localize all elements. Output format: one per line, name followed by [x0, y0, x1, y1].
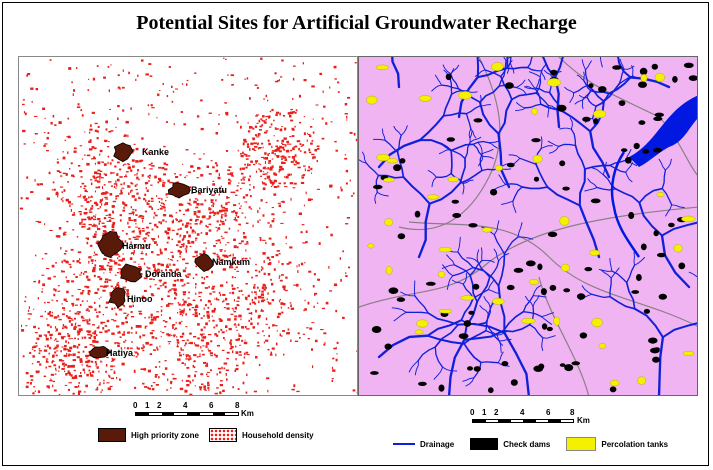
drainage-swatch	[393, 443, 415, 445]
legend-item-drainage: Drainage	[393, 440, 454, 449]
high-priority-zone	[113, 142, 134, 163]
percolation-tanks-swatch	[566, 437, 597, 451]
legend-label-high-priority: High priority zone	[131, 430, 199, 440]
place-label-hinoo: Hinoo	[127, 294, 153, 304]
map-title: Potential Sites for Artificial Groundwat…	[136, 12, 577, 34]
right-map-panel	[358, 56, 698, 396]
high-priority-swatch	[98, 428, 126, 442]
place-label-harmu: Harmu	[122, 241, 151, 251]
high-priority-zone	[120, 263, 143, 283]
scale-tick: 1	[145, 401, 150, 410]
high-priority-zone	[108, 286, 126, 309]
drainage-network	[359, 57, 697, 395]
legend-item-high-priority: High priority zone	[98, 428, 199, 442]
scale-tick: 2	[494, 408, 499, 417]
legend-item-percolation: Percolation tanks	[566, 437, 668, 451]
scale-tick: 8	[235, 401, 240, 410]
drainage-recharge-map	[359, 57, 697, 395]
legend-label-check-dams: Check dams	[503, 439, 551, 449]
scale-tick: 0	[470, 408, 475, 417]
scale-tick: 6	[209, 401, 214, 410]
scale-unit: Km	[241, 409, 254, 418]
scale-bar-left: 0 1 2 4 6 8 Km	[133, 401, 263, 418]
legend-item-household: Household density	[209, 428, 314, 442]
high-priority-zone	[89, 345, 112, 359]
scale-bar	[135, 412, 239, 416]
household-density-map	[19, 57, 357, 395]
left-map-panel: Kanke Bariyatu Harmu Namkum Doranda Hino…	[18, 56, 358, 396]
legend-label-percolation: Percolation tanks	[601, 439, 669, 449]
scale-tick: 0	[133, 401, 138, 410]
place-label-kanke: Kanke	[142, 147, 170, 157]
map-frame	[2, 2, 709, 466]
high-priority-zone	[167, 182, 191, 199]
legend-left: High priority zone Household density	[98, 428, 324, 442]
scale-tick: 8	[570, 408, 575, 417]
scale-tick: 6	[546, 408, 551, 417]
high-priority-zones	[89, 142, 214, 359]
place-label-namkum: Namkum	[212, 257, 251, 267]
scale-bar-right: 0 1 2 4 6 8 Km	[470, 408, 600, 425]
household-density-swatch	[209, 428, 237, 442]
scale-unit: Km	[577, 416, 590, 425]
place-label-doranda: Doranda	[145, 269, 182, 279]
percolation-tanks	[366, 62, 696, 387]
check-dams-swatch	[470, 438, 499, 450]
legend-item-check-dams: Check dams	[470, 438, 550, 450]
legend-right: Drainage Check dams Percolation tanks	[393, 437, 678, 451]
high-priority-zone	[194, 252, 214, 272]
check-dams	[370, 62, 697, 394]
legend-label-drainage: Drainage	[420, 439, 455, 449]
scale-tick: 4	[183, 401, 188, 410]
scale-tick: 2	[157, 401, 162, 410]
scale-bar	[472, 419, 574, 423]
scale-tick: 4	[520, 408, 525, 417]
scale-tick: 1	[482, 408, 487, 417]
high-priority-zone	[97, 230, 125, 258]
household-density-dots	[19, 57, 357, 395]
legend-label-household: Household density	[242, 430, 314, 440]
place-label-bariyatu: Bariyatu	[191, 185, 228, 195]
place-label-hatiya: Hatiya	[106, 348, 134, 358]
